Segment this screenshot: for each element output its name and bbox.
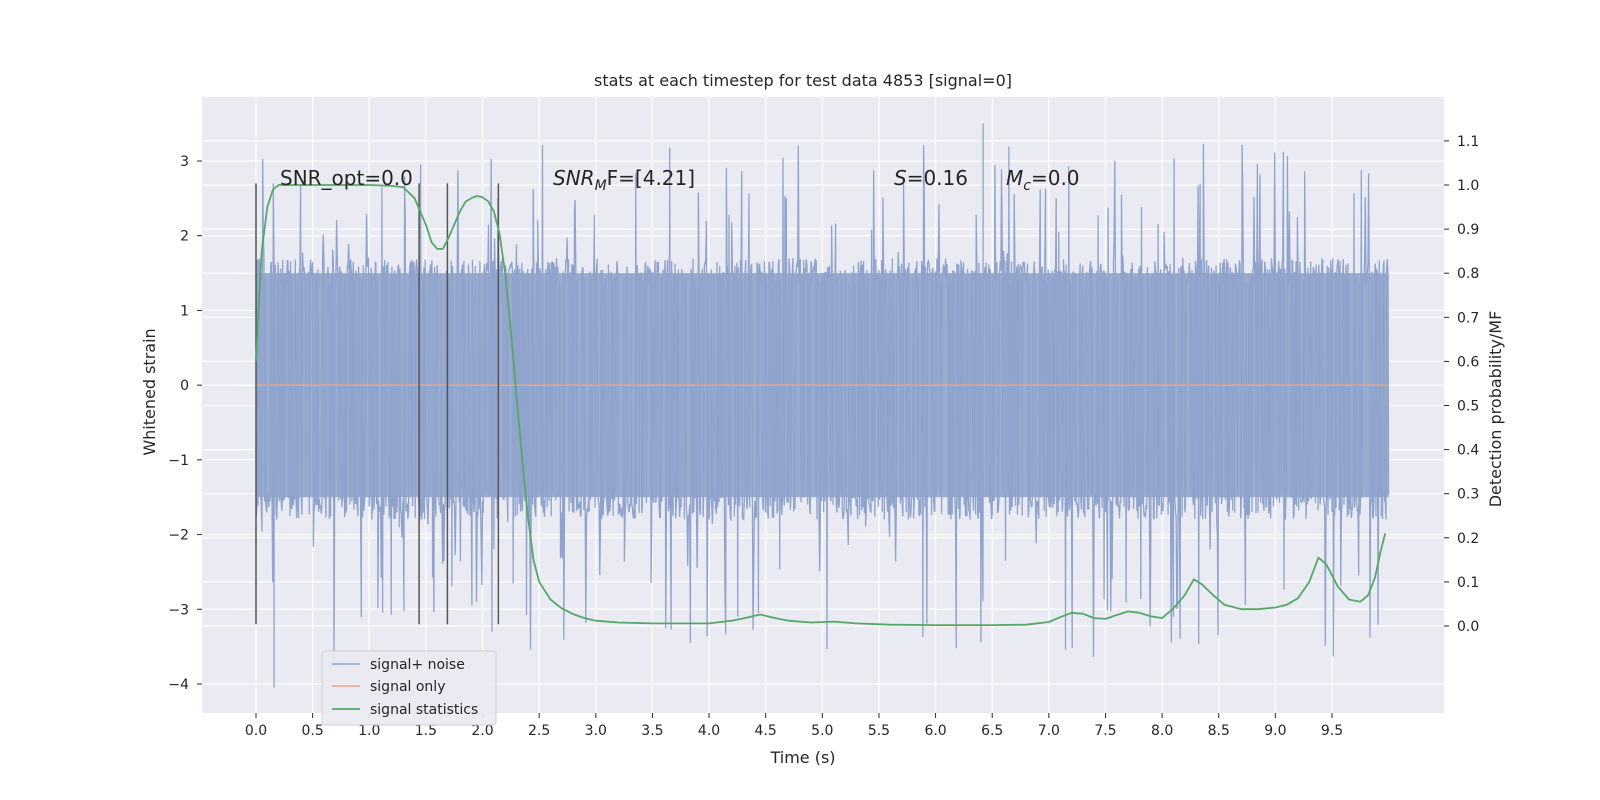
x-tick-label: 3.5 [641,723,663,739]
legend: signal+ noise signal only signal statist… [321,650,497,726]
y-right-tick-label: 0.4 [1457,443,1479,459]
signal-statistics-line [255,184,1387,626]
x-tick-label: 5.0 [811,723,833,739]
x-tick-label: 1.0 [358,723,380,739]
annotation-snr-mf-sub: M [595,178,607,194]
y-left-tick-label: −2 [168,528,189,544]
x-tick-label: 7.0 [1038,723,1060,739]
x-tick-label: 2.5 [528,723,550,739]
chart-title: stats at each timestep for test data 485… [594,71,1012,90]
y-left-tick-label: 0 [180,378,189,394]
y-right-tick-label: 0.8 [1457,266,1479,282]
x-tick-label: 8.0 [1151,723,1173,739]
annotation-snr-opt: SNR_opt=0.0 [280,166,413,190]
legend-box [321,650,497,726]
annotation-s-value: =0.16 [907,166,968,190]
y-left-tick-label: 1 [180,303,189,319]
signal-statistics-series [255,184,1387,626]
x-tick-label: 3.0 [585,723,607,739]
annotation-s: S=0.16 [894,166,968,190]
x-tick-label: 9.0 [1264,723,1286,739]
x-tick-label: 6.5 [981,723,1003,739]
y-left-tick-label: 3 [180,154,189,170]
annotation-mc: Mc=0.0 [1006,166,1080,194]
annotation-snr-mf-base: SNR [553,166,595,190]
x-tick-label: 6.0 [924,723,946,739]
x-axis-label: Time (s) [769,748,835,767]
y-right-tick-label: 1.0 [1457,178,1479,194]
x-tick-label: 0.0 [245,723,267,739]
y-left-tick-label: −3 [168,602,189,618]
x-tick-label: 5.5 [868,723,890,739]
x-axis-ticks: 0.0 0.5 1.0 1.5 2.0 2.5 3.0 3.5 4.0 4.5 5.0 5.5 6.0 6… [245,713,1343,739]
x-tick-label: 8.5 [1208,723,1230,739]
x-tick-label: 9.5 [1321,723,1343,739]
y-right-tick-label: 0.7 [1457,310,1479,326]
y-left-tick-label: 2 [180,229,189,245]
y-right-tick-label: 0.5 [1457,399,1479,415]
y-left-tick-label: −4 [168,677,189,693]
annotation-mc-symbol: M [1006,166,1023,190]
x-tick-label: 2.0 [471,723,493,739]
y-left-tick-label: −1 [168,453,189,469]
y-left-axis-ticks: 3 2 1 0 −1 −2 −3 −4 [168,154,202,693]
y-right-tick-label: 0.9 [1457,222,1479,238]
legend-label-signal-statistics: signal statistics [370,702,478,718]
y-right-tick-label: 0.0 [1457,619,1479,635]
annotation-mc-value: =0.0 [1031,166,1080,190]
y-right-axis-ticks: 1.1 1.0 0.9 0.8 0.7 0.6 0.5 0.4 0.3 0.2 0.1 0.0 [1444,134,1479,635]
y-right-tick-label: 1.1 [1457,134,1479,150]
annotation-mc-sub: c [1023,178,1031,194]
y-right-tick-label: 0.1 [1457,575,1479,591]
x-tick-label: 4.0 [698,723,720,739]
x-tick-label: 4.5 [755,723,777,739]
y-right-tick-label: 0.2 [1457,531,1479,547]
vertical-markers [255,183,500,625]
annotation-s-symbol: S [894,166,907,190]
signal-noise-line [255,123,1390,688]
legend-label-signal-noise: signal+ noise [370,657,465,673]
y-right-tick-label: 0.6 [1457,354,1479,370]
annotation-snr-mf: SNRMF=[4.21] [553,166,695,194]
x-tick-label: 1.5 [415,723,437,739]
y-right-tick-label: 0.3 [1457,487,1479,503]
x-tick-label: 7.5 [1094,723,1116,739]
x-tick-label: 0.5 [301,723,323,739]
y-left-axis-label: Whitened strain [140,328,159,455]
y-right-axis-label: Detection probability/MF [1486,311,1505,508]
annotation-snr-mf-rest: F=[4.21] [607,166,695,190]
legend-label-signal-only: signal only [370,679,445,695]
